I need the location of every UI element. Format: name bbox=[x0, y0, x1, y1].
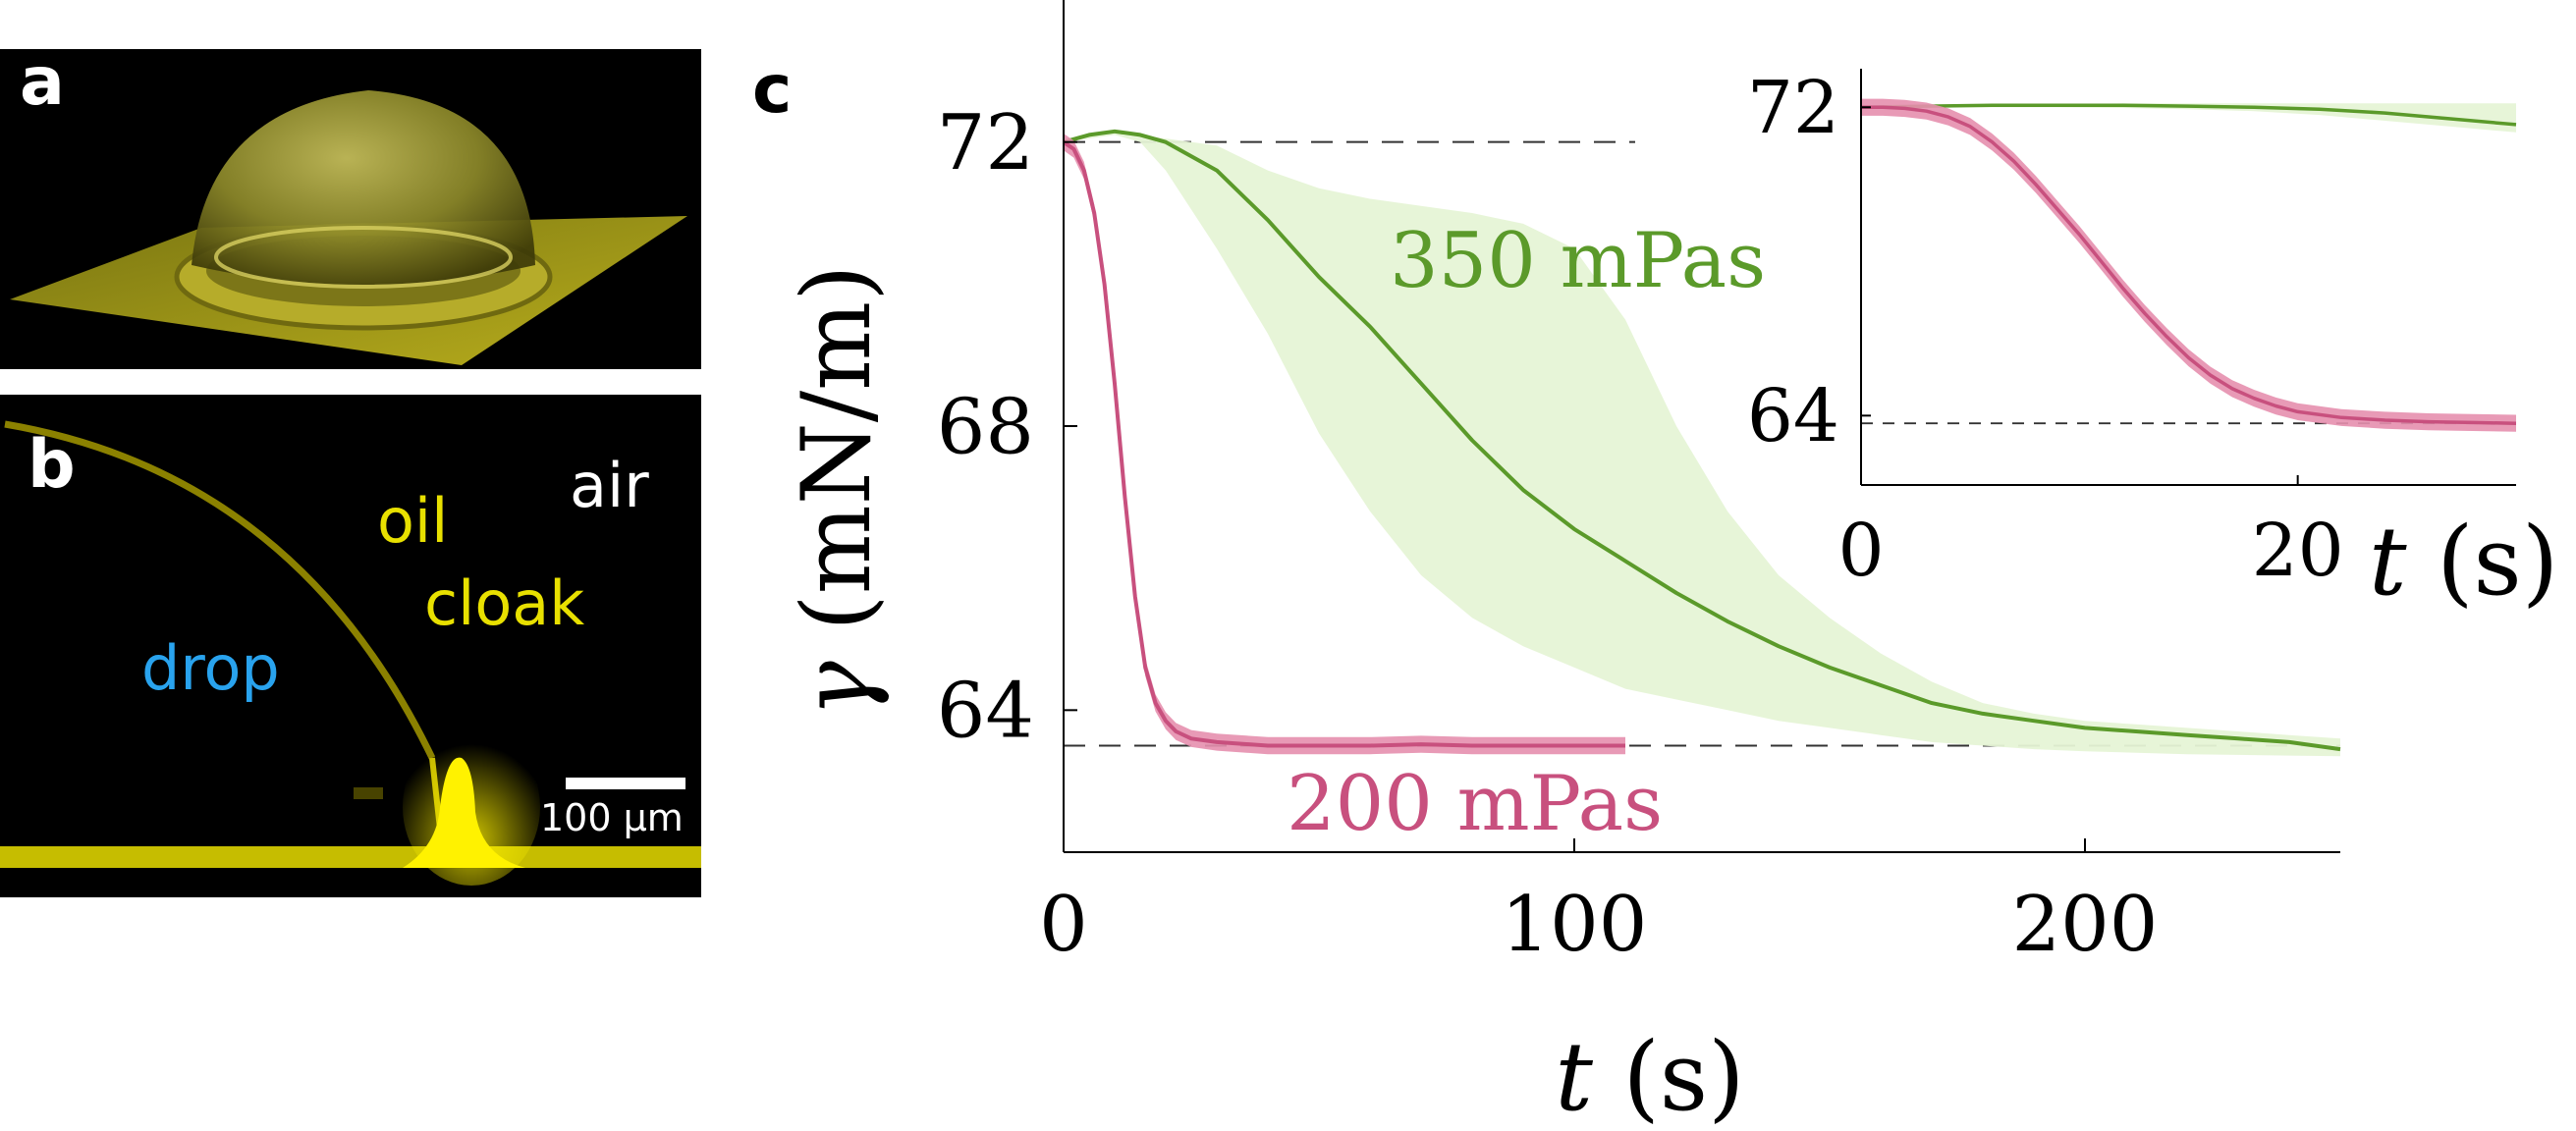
panel-b-label: b bbox=[27, 426, 76, 504]
band-350-mpas bbox=[1064, 131, 2340, 757]
droplet-dome bbox=[192, 90, 535, 285]
drop-label: drop bbox=[141, 632, 280, 704]
droplet-3d-image bbox=[10, 90, 687, 365]
y-tick-label: 64 bbox=[1747, 374, 1839, 458]
y-tick-label: 68 bbox=[937, 383, 1034, 471]
y-tick-label: 72 bbox=[937, 99, 1034, 188]
substrate-line bbox=[0, 846, 701, 868]
oil-interface-curve bbox=[4, 420, 436, 760]
x-axis-label: t (s) bbox=[1555, 1022, 1744, 1131]
line-350-mpas bbox=[1063, 129, 2341, 752]
line-350-mpas bbox=[1860, 103, 2517, 127]
air-label: air bbox=[570, 450, 649, 521]
scale-bar bbox=[566, 778, 685, 789]
line-200-mpas bbox=[1062, 140, 1625, 748]
band-200-mpas bbox=[1861, 98, 2516, 432]
panel-b-cross-section: air oil cloak drop 100 μm bbox=[0, 395, 701, 897]
inset-plot: 64 72 0 20 t (s) bbox=[1747, 66, 2558, 617]
x-tick-label: 100 bbox=[1502, 881, 1648, 969]
y-axis-label: γ (mN/m) bbox=[786, 264, 892, 717]
scale-bar-label: 100 μm bbox=[540, 796, 684, 839]
label-350-mpas: 350 mPas bbox=[1390, 217, 1766, 305]
panel-a-3d-render bbox=[0, 49, 701, 369]
inset-x-axis-label: t (s) bbox=[2369, 507, 2558, 617]
cross-section-image bbox=[0, 420, 701, 886]
label-200-mpas: 200 mPas bbox=[1287, 760, 1663, 848]
x-tick-label: 0 bbox=[1039, 881, 1088, 969]
cloak-label: cloak bbox=[424, 567, 585, 639]
y-tick-label: 64 bbox=[937, 668, 1034, 756]
panel-a-label: a bbox=[20, 43, 65, 121]
y-tick-label: 72 bbox=[1747, 66, 1839, 150]
x-tick-label: 0 bbox=[1837, 509, 1884, 593]
wetting-ridge bbox=[403, 757, 525, 868]
line-200-mpas bbox=[1861, 105, 2517, 425]
x-tick-label: 20 bbox=[2252, 509, 2344, 593]
oil-label: oil bbox=[377, 485, 449, 557]
x-tick-label: 200 bbox=[2012, 881, 2159, 969]
panel-c-label: c bbox=[752, 51, 793, 129]
